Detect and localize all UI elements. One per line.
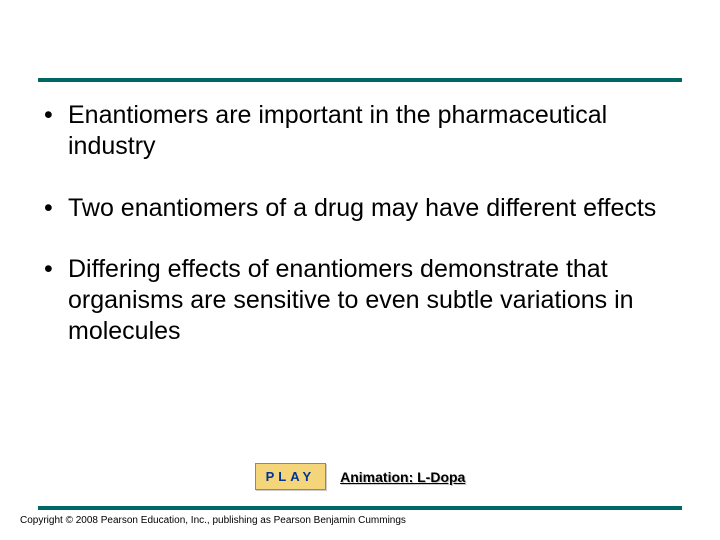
bullet-item: Two enantiomers of a drug may have diffe… bbox=[38, 193, 682, 224]
top-divider bbox=[38, 78, 682, 82]
play-button[interactable]: PLAY bbox=[255, 463, 326, 490]
bullet-item: Enantiomers are important in the pharmac… bbox=[38, 100, 682, 163]
slide-content: Enantiomers are important in the pharmac… bbox=[38, 100, 682, 378]
copyright-text: Copyright © 2008 Pearson Education, Inc.… bbox=[20, 515, 406, 526]
slide: Enantiomers are important in the pharmac… bbox=[0, 0, 720, 540]
bottom-divider bbox=[38, 506, 682, 510]
play-row: PLAY Animation: L-Dopa bbox=[0, 463, 720, 490]
animation-label[interactable]: Animation: L-Dopa bbox=[340, 469, 465, 485]
bullet-list: Enantiomers are important in the pharmac… bbox=[38, 100, 682, 348]
bullet-item: Differing effects of enantiomers demonst… bbox=[38, 254, 682, 348]
